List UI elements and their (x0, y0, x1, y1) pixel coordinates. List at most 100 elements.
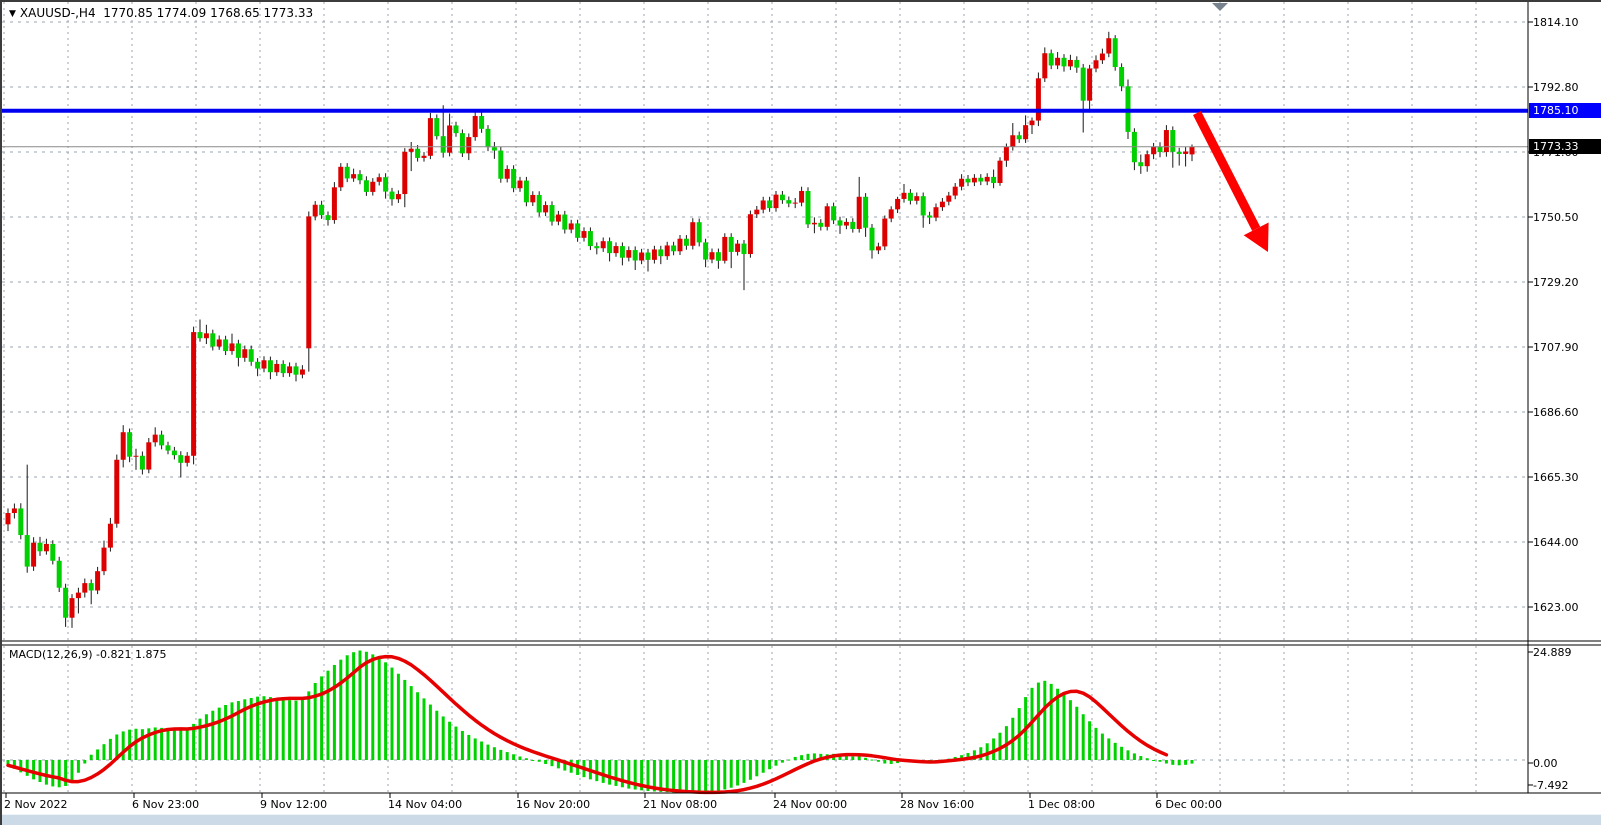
candle-body (69, 598, 75, 618)
macd-histogram-bar (787, 759, 791, 761)
candle-body (1106, 38, 1112, 54)
candle-body (351, 174, 357, 179)
macd-histogram-bar (1043, 680, 1047, 760)
candle-body (1010, 135, 1016, 147)
candle-body (843, 221, 849, 226)
macd-histogram-bar (121, 731, 125, 760)
candle-body (799, 190, 805, 203)
macd-histogram-bar (998, 732, 1002, 760)
macd-histogram-bar (307, 691, 311, 760)
candle-body (741, 243, 747, 255)
time-axis-label: 6 Dec 00:00 (1155, 798, 1222, 811)
macd-histogram-bar (134, 728, 138, 760)
price-axis-label: 1665.30 (1533, 471, 1579, 484)
macd-histogram-bar (19, 760, 23, 773)
macd-histogram-bar (198, 718, 202, 760)
time-axis-label: 9 Nov 12:00 (260, 798, 328, 811)
candle-body (895, 198, 901, 210)
candle-body (735, 243, 741, 252)
candle-body (543, 205, 549, 213)
candle-body (165, 445, 171, 451)
macd-histogram-bar (601, 760, 605, 783)
macd-histogram-bar (851, 756, 855, 760)
macd-histogram-bar (377, 657, 381, 760)
time-axis-label: 16 Nov 20:00 (516, 798, 591, 811)
macd-histogram-bar (57, 760, 61, 788)
time-axis-label: 21 Nov 08:00 (643, 798, 718, 811)
candle-body (1074, 59, 1080, 68)
candle-body (338, 166, 344, 188)
macd-histogram-bar (710, 760, 714, 792)
candle-body (888, 209, 894, 219)
candle-body (869, 227, 875, 251)
macd-histogram-bar (620, 760, 624, 788)
macd-histogram-bar (1056, 688, 1060, 760)
candle-body (613, 246, 619, 254)
macd-histogram-bar (723, 760, 727, 790)
candle-body (1080, 67, 1086, 101)
candle-body (792, 202, 798, 204)
candle-body (664, 245, 670, 257)
candle-body (267, 360, 273, 373)
macd-histogram-bar (691, 760, 695, 793)
macd-histogram-bar (729, 760, 733, 788)
resistance-price-tag[interactable]: 1785.10 (1529, 103, 1601, 118)
candle-body (447, 125, 453, 153)
candle-body (312, 204, 318, 217)
candle-body (159, 434, 165, 446)
candle-body (965, 178, 971, 183)
macd-histogram-bar (358, 650, 362, 760)
candle-body (299, 369, 305, 375)
sell-arrow-shaft[interactable] (1192, 110, 1261, 231)
candle-body (690, 222, 696, 246)
candle-body (779, 194, 785, 201)
candle-body (440, 136, 446, 153)
window-border-left (0, 0, 2, 825)
candle-body (242, 349, 248, 358)
candle-body (594, 246, 600, 249)
macd-histogram-bar (396, 673, 400, 760)
candle-body (1099, 53, 1105, 61)
macd-histogram-bar (806, 753, 810, 760)
macd-histogram-bar (275, 698, 279, 760)
symbol-dropdown-icon[interactable]: ▼ (9, 9, 16, 19)
macd-histogram-bar (979, 747, 983, 760)
candle-body (754, 209, 760, 215)
candle-body (363, 180, 369, 192)
macd-histogram-bar (217, 707, 221, 760)
candle-body (530, 194, 536, 203)
candle-body (395, 194, 401, 200)
macd-histogram-bar (44, 760, 48, 785)
chart-symbol-period: XAUUSD-,H4 (19, 6, 96, 20)
price-axis-label: 1814.10 (1533, 16, 1579, 29)
macd-histogram-bar (1100, 733, 1104, 760)
price-axis-label: 1750.50 (1533, 211, 1579, 224)
macd-histogram-bar (345, 655, 349, 760)
macd-histogram-bar (153, 727, 157, 760)
candle-body (127, 432, 133, 457)
candle-body (75, 592, 81, 599)
candle-body (856, 196, 862, 229)
candle-body (120, 432, 126, 460)
candle-body (280, 363, 286, 374)
candle-body (498, 150, 504, 179)
time-axis-label: 2 Nov 2022 (4, 798, 68, 811)
macd-histogram-bar (1049, 683, 1053, 760)
macd-histogram-bar (972, 750, 976, 760)
macd-histogram-bar (300, 699, 304, 760)
candle-body (146, 442, 152, 470)
macd-histogram-bar (1184, 760, 1188, 765)
sell-arrow-head (1243, 222, 1269, 252)
macd-histogram-bar (1190, 760, 1194, 764)
window-border-top (0, 0, 1601, 2)
candle-body (773, 194, 779, 209)
candle-body (293, 366, 299, 375)
macd-histogram-bar (761, 760, 765, 773)
candle-body (1016, 135, 1022, 140)
candle-body (210, 333, 216, 347)
candle-body (325, 215, 331, 221)
candle-body (517, 180, 523, 189)
macd-histogram-bar (870, 759, 874, 761)
candle-body (197, 332, 203, 339)
